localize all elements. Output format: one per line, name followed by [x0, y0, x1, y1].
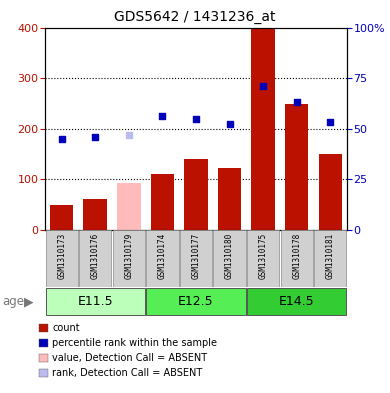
Text: GSM1310179: GSM1310179	[124, 233, 133, 279]
Bar	[113, 230, 145, 287]
Text: age: age	[2, 295, 24, 309]
Text: GDS5642 / 1431236_at: GDS5642 / 1431236_at	[114, 10, 276, 24]
Text: E11.5: E11.5	[77, 295, 113, 308]
Point	[294, 99, 300, 106]
Bar	[83, 198, 107, 230]
Point	[193, 116, 199, 122]
Bar	[252, 29, 275, 230]
Text: GSM1310181: GSM1310181	[326, 233, 335, 279]
Bar	[247, 230, 279, 287]
Point	[159, 112, 165, 119]
Bar	[79, 230, 112, 287]
Bar	[180, 230, 212, 287]
Text: percentile rank within the sample: percentile rank within the sample	[52, 338, 217, 348]
Text: GSM1310176: GSM1310176	[91, 233, 100, 279]
Text: value, Detection Call = ABSENT: value, Detection Call = ABSENT	[52, 353, 207, 363]
Text: GSM1310175: GSM1310175	[259, 233, 268, 279]
Bar	[218, 168, 241, 230]
Bar	[247, 288, 346, 315]
Bar	[319, 154, 342, 230]
Text: rank, Detection Call = ABSENT: rank, Detection Call = ABSENT	[52, 368, 202, 378]
Bar	[213, 230, 246, 287]
Bar	[146, 288, 246, 315]
Text: ▶: ▶	[24, 295, 34, 309]
Bar	[151, 174, 174, 230]
Point	[227, 121, 233, 127]
Bar	[285, 105, 308, 230]
Bar	[46, 288, 145, 315]
Bar	[314, 230, 346, 287]
Text: GSM1310173: GSM1310173	[57, 233, 66, 279]
Text: GSM1310177: GSM1310177	[191, 233, 200, 279]
Point	[92, 134, 98, 140]
Text: E14.5: E14.5	[279, 295, 315, 308]
Text: E12.5: E12.5	[178, 295, 214, 308]
Point	[126, 132, 132, 138]
Text: GSM1310180: GSM1310180	[225, 233, 234, 279]
Text: count: count	[52, 323, 80, 333]
Bar	[184, 159, 208, 230]
Bar	[280, 230, 313, 287]
Bar	[146, 230, 179, 287]
Bar	[46, 230, 78, 287]
Point	[260, 83, 266, 89]
Text: GSM1310174: GSM1310174	[158, 233, 167, 279]
Bar	[117, 183, 140, 230]
Bar	[50, 205, 73, 230]
Text: GSM1310178: GSM1310178	[292, 233, 301, 279]
Point	[327, 118, 333, 125]
Point	[58, 136, 65, 142]
